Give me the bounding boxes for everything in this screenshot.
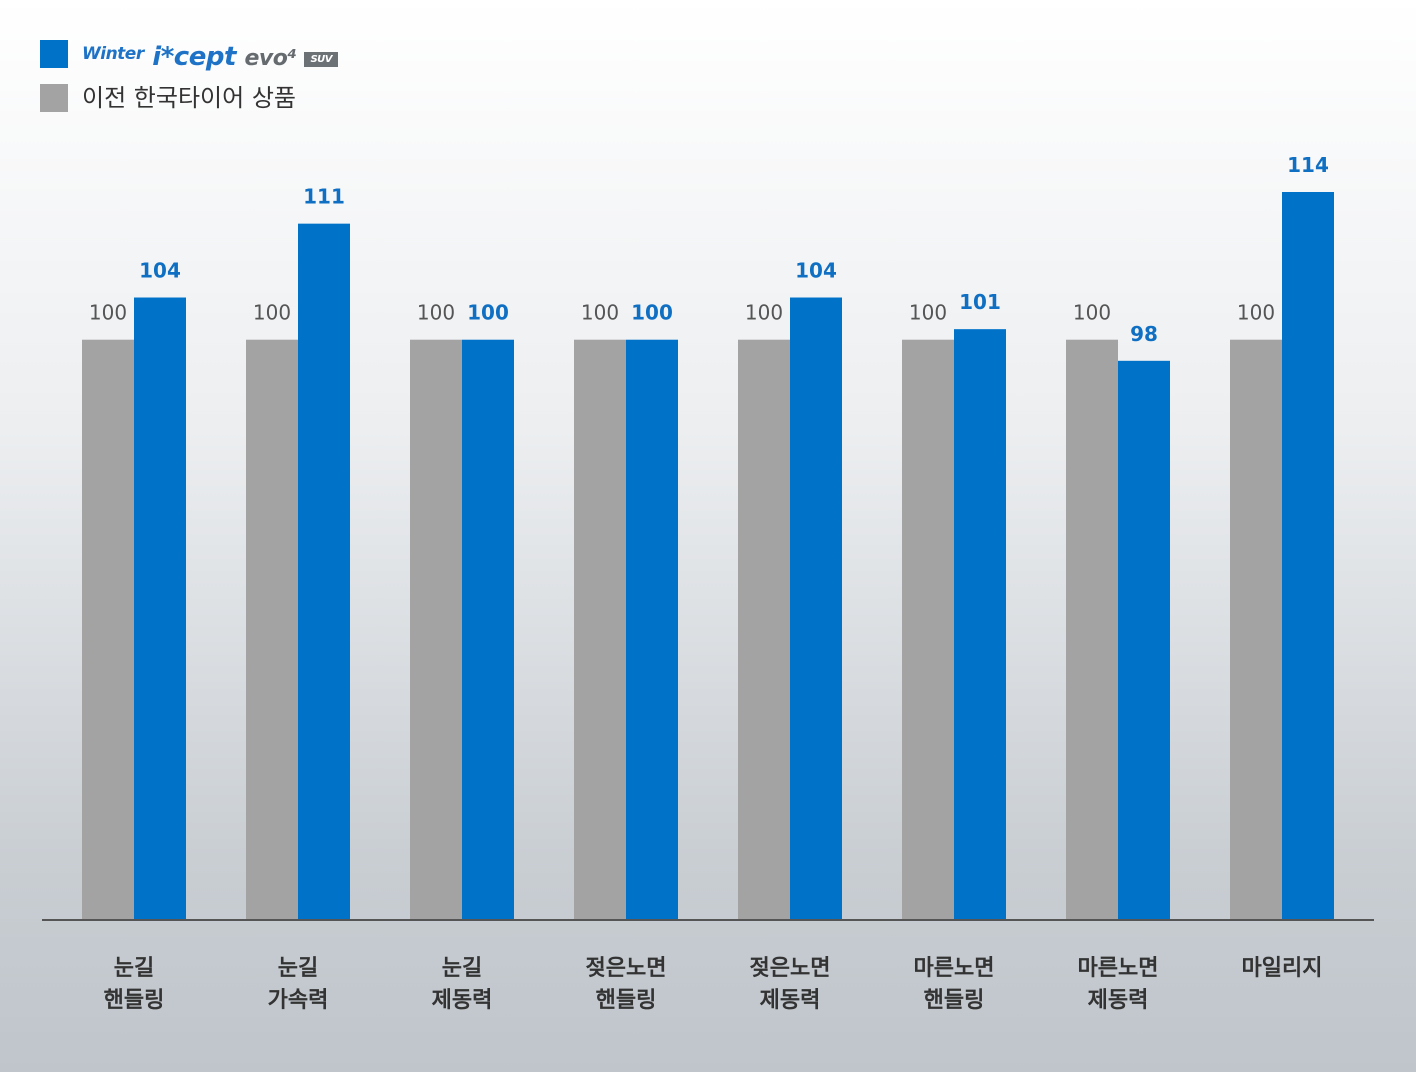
winter-icept-logo: Winter i*cept evo⁴ SUV: [82, 38, 339, 75]
bar-previous-3: [574, 339, 626, 920]
category-label-0-1: 핸들링: [104, 988, 165, 1013]
bar-icept-5: [954, 329, 1006, 920]
bar-previous-4: [738, 339, 790, 920]
value-label-icept-2: 100: [467, 301, 509, 325]
value-label-previous-4: 100: [745, 301, 783, 325]
value-label-icept-0: 104: [139, 259, 181, 283]
category-label-1-0: 눈길: [278, 956, 318, 981]
value-label-previous-2: 100: [417, 301, 455, 325]
category-label-3-1: 핸들링: [596, 988, 657, 1013]
value-label-icept-6: 98: [1130, 322, 1158, 346]
category-label-4-0: 젖은노면: [750, 956, 831, 981]
category-label-0-0: 눈길: [114, 956, 154, 981]
value-label-icept-7: 114: [1287, 153, 1329, 177]
value-label-icept-3: 100: [631, 301, 673, 325]
category-label-1-1: 가속력: [268, 988, 329, 1013]
value-label-previous-6: 100: [1073, 301, 1111, 325]
value-label-previous-7: 100: [1237, 301, 1275, 325]
category-label-4-1: 제동력: [760, 988, 821, 1013]
category-label-3-0: 젖은노면: [586, 956, 667, 981]
category-label-6-0: 마른노면: [1078, 956, 1159, 981]
bar-icept-7: [1282, 192, 1334, 920]
category-label-7-0: 마일리지: [1242, 956, 1323, 981]
bar-previous-1: [246, 339, 298, 920]
bar-icept-6: [1118, 360, 1170, 920]
bar-previous-0: [82, 339, 134, 920]
legend-swatch-blue: [40, 40, 68, 68]
value-label-icept-1: 111: [303, 185, 345, 209]
bar-icept-2: [462, 339, 514, 920]
value-label-previous-1: 100: [253, 301, 291, 325]
bar-icept-1: [298, 223, 350, 921]
value-label-previous-0: 100: [89, 301, 127, 325]
legend-swatch-gray: [40, 84, 68, 112]
value-label-icept-4: 104: [795, 259, 837, 283]
bar-previous-6: [1066, 339, 1118, 920]
bar-icept-3: [626, 339, 678, 920]
category-label-5-1: 핸들링: [924, 988, 985, 1013]
bar-previous-2: [410, 339, 462, 920]
bar-previous-5: [902, 339, 954, 920]
legend-label-previous: 이전 한국타이어 상품: [82, 84, 296, 112]
bar-icept-0: [134, 297, 186, 921]
category-label-2-1: 제동력: [432, 988, 493, 1013]
bar-previous-7: [1230, 339, 1282, 920]
bar-icept-4: [790, 297, 842, 921]
category-label-5-0: 마른노면: [914, 956, 995, 981]
category-label-6-1: 제동력: [1088, 988, 1149, 1013]
value-label-previous-5: 100: [909, 301, 947, 325]
value-label-icept-5: 101: [959, 290, 1001, 314]
suv-badge: SUV: [304, 52, 339, 67]
category-label-2-0: 눈길: [442, 956, 482, 981]
value-label-previous-3: 100: [581, 301, 619, 325]
